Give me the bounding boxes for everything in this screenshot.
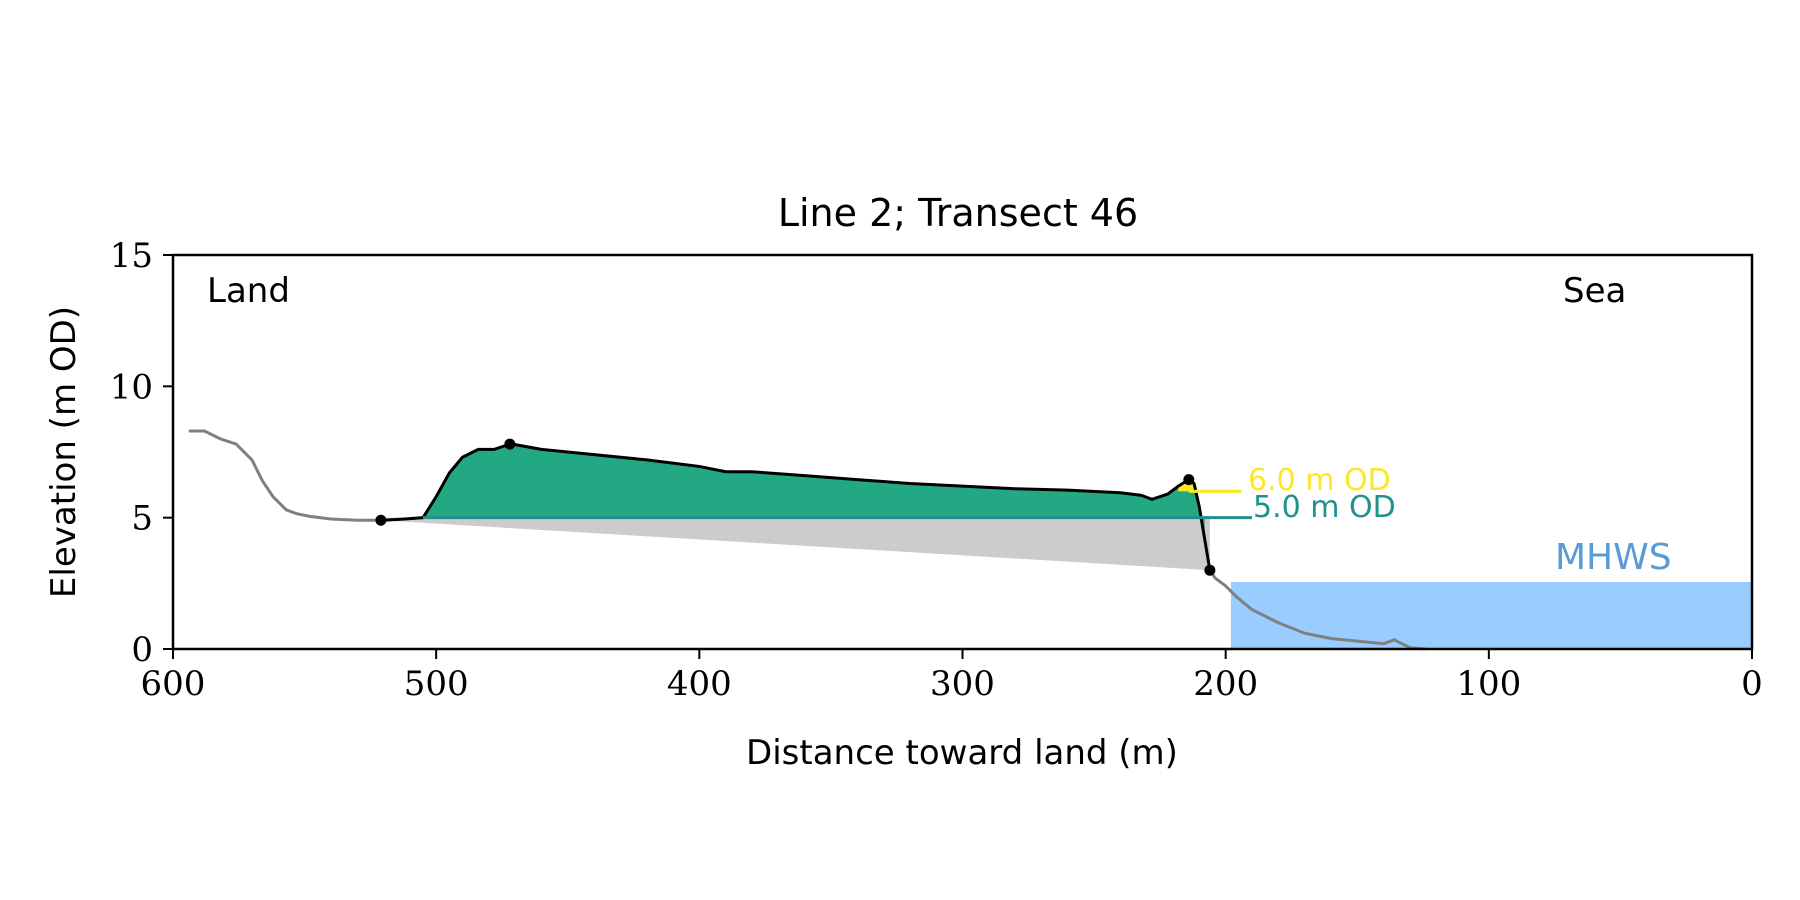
x-tick-label: 400 <box>667 664 732 704</box>
axes: 600 500 400 300 200 100 0 0 5 10 15 <box>110 236 1763 704</box>
dune-volume <box>423 444 1205 539</box>
x-tick-label: 100 <box>1456 664 1521 704</box>
profile-marker <box>1183 474 1195 486</box>
level-6-label: 6.0 m OD <box>1248 463 1391 498</box>
sea-label: Sea <box>1563 271 1626 311</box>
profile-seaward-segment <box>1208 569 1426 651</box>
y-axis-label: Elevation (m OD) <box>44 306 84 598</box>
x-tick-label: 0 <box>1741 664 1763 704</box>
chart-title: Line 2; Transect 46 <box>778 191 1138 235</box>
profile-landward-segment <box>188 429 384 522</box>
mhws-label: MHWS <box>1555 537 1672 578</box>
x-tick-label: 500 <box>404 664 469 704</box>
land-label: Land <box>207 271 290 311</box>
y-tick-label: 0 <box>131 630 153 670</box>
y-tick-label: 15 <box>110 236 153 276</box>
x-axis-label: Distance toward land (m) <box>746 733 1178 773</box>
profile-marker <box>504 438 516 450</box>
profile-marker <box>1204 564 1216 576</box>
level-5-label: 5.0 m OD <box>1253 490 1396 525</box>
x-tick-label: 600 <box>141 664 206 704</box>
y-tick-label: 10 <box>110 367 153 407</box>
x-tick-label: 200 <box>1193 664 1258 704</box>
profile-marker <box>375 514 387 526</box>
sea-area <box>1230 582 1752 649</box>
plot-area <box>188 429 1752 651</box>
profile-dune-segment <box>383 442 1212 571</box>
y-tick-label: 5 <box>131 499 153 539</box>
x-tick-label: 300 <box>930 664 995 704</box>
sediment-wedge <box>380 517 1210 571</box>
